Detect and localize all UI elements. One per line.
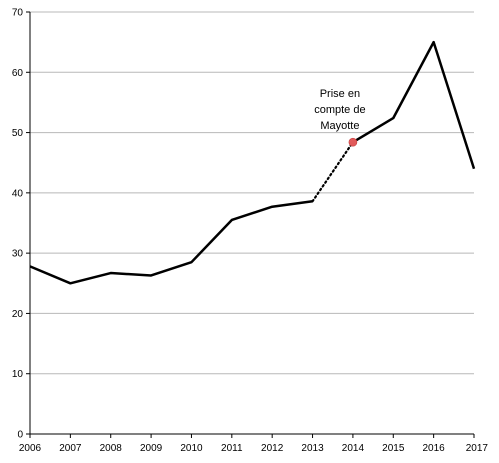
x-tick-label: 2011 <box>221 443 243 454</box>
y-tick-label: 70 <box>12 8 24 19</box>
x-tick-label: 2012 <box>261 443 284 454</box>
x-tick-label: 2016 <box>423 443 446 454</box>
highlight-point <box>348 137 358 147</box>
y-tick-labels: 0 10 20 30 40 50 60 70 <box>12 8 24 441</box>
x-tick-label: 2008 <box>100 443 123 454</box>
grid-lines <box>30 11 474 375</box>
series-line-dotted-break <box>311 141 355 203</box>
y-tick-label: 20 <box>12 309 24 320</box>
y-tick-label: 60 <box>12 68 24 79</box>
series-line-segment-before <box>29 200 313 285</box>
x-tick-label: 2014 <box>342 443 365 454</box>
annotation-line: compte de <box>314 104 365 116</box>
x-tick-label: 2017 <box>466 443 489 454</box>
y-tick-label: 0 <box>17 430 23 441</box>
x-tick-label: 2010 <box>180 443 203 454</box>
x-tick-label: 2009 <box>140 443 163 454</box>
y-tick-label: 30 <box>12 249 24 260</box>
x-tick-label: 2007 <box>59 443 82 454</box>
series-line <box>29 40 476 285</box>
x-tick-label: 2013 <box>301 443 324 454</box>
y-tick-label: 10 <box>12 369 24 380</box>
x-tick-label: 2015 <box>382 443 405 454</box>
y-tick-label: 40 <box>12 188 24 199</box>
highlight-marker <box>348 137 358 147</box>
annotation-line: Prise en <box>320 88 360 100</box>
series-line-segment-after <box>352 40 476 170</box>
x-tick-labels: 2006 2007 2008 2009 2010 2011 2012 2013 2014 2015… <box>19 443 489 454</box>
x-tick-label: 2006 <box>19 443 42 454</box>
annotation-line: Mayotte <box>320 120 359 132</box>
annotation: Prise en compte de Mayotte <box>314 88 365 132</box>
axes <box>26 11 475 438</box>
y-tick-label: 50 <box>12 128 24 139</box>
